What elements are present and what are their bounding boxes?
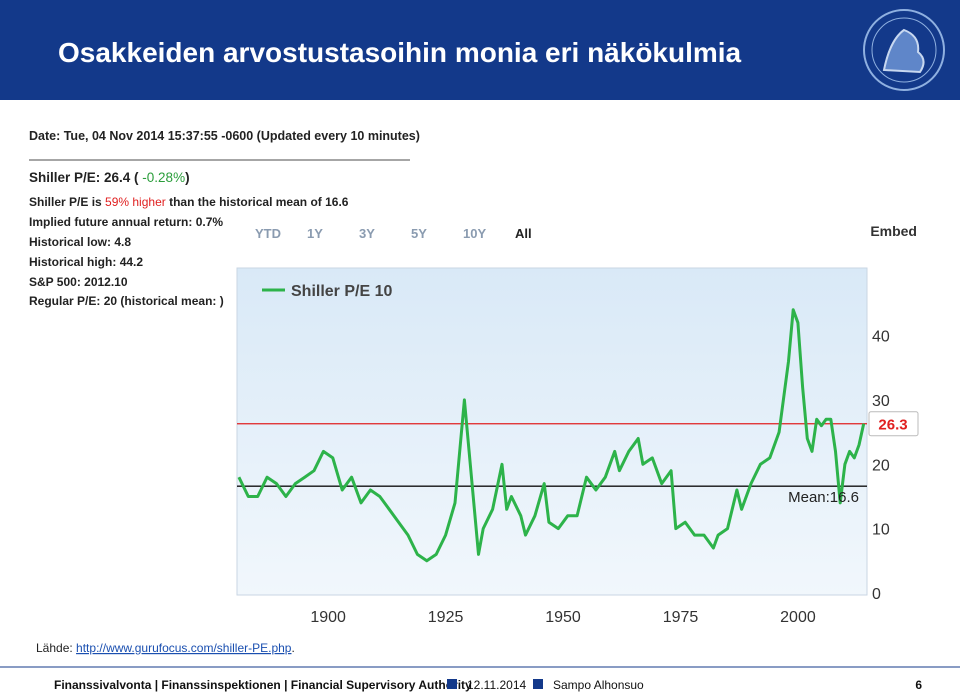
range-button[interactable]: All — [515, 226, 532, 241]
page-number: 6 — [915, 678, 922, 692]
info-segment: (historical mean: ) — [117, 294, 224, 308]
info-line: Historical high: 44.2 — [29, 255, 143, 269]
range-button[interactable]: 10Y — [463, 226, 486, 241]
source-label: Lähde: — [36, 641, 76, 655]
info-line: Shiller P/E: 26.4 ( -0.28%) — [29, 170, 190, 185]
mean-label: Mean:16.6 — [788, 489, 859, 506]
range-button[interactable]: 5Y — [411, 226, 427, 241]
footer-author: Sampo Alhonsuo — [553, 678, 644, 692]
info-segment: Regular P/E: — [29, 294, 104, 308]
info-segment: Shiller P/E: 26.4 ( — [29, 170, 142, 185]
info-segment: -0.28% — [142, 170, 185, 185]
info-segment: 4.8 — [114, 235, 131, 249]
info-segment: 44.2 — [120, 255, 144, 269]
plot-area — [236, 267, 868, 596]
footer-square — [447, 679, 457, 689]
range-button[interactable]: 1Y — [307, 226, 323, 241]
x-tick-label: 2000 — [780, 609, 816, 626]
y-tick-label: 0 — [872, 586, 881, 603]
current-value-label: 26.3 — [878, 417, 907, 434]
info-segment: than the historical mean of — [166, 195, 325, 209]
range-button[interactable]: 3Y — [359, 226, 375, 241]
x-tick-label: 1900 — [310, 609, 346, 626]
y-tick-label: 20 — [872, 457, 890, 474]
info-segment: 2012.10 — [84, 275, 128, 289]
range-selector: YTD 1Y 3Y 5Y 10Y All Embed — [255, 223, 917, 241]
info-segment: Implied future annual return: — [29, 215, 196, 229]
chart: 0 10 20 30 40 1900 1925 1950 1975 2000 26.3 Mean:16… — [237, 283, 919, 626]
source-end: . — [291, 641, 294, 655]
y-tick-label: 10 — [872, 522, 890, 539]
y-tick-label: 40 — [872, 329, 890, 346]
x-tick-label: 1950 — [545, 609, 581, 626]
info-segment: 0.7% — [196, 215, 224, 229]
x-tick-label: 1925 — [428, 609, 464, 626]
info-line: Regular P/E: 20 (historical mean: ) — [29, 294, 224, 308]
info-segment: ) — [185, 170, 190, 185]
x-tick-label: 1975 — [663, 609, 699, 626]
info-segment: Historical low: — [29, 235, 114, 249]
slide-title: Osakkeiden arvostustasoihin monia eri nä… — [58, 37, 742, 68]
y-tick-label: 30 — [872, 393, 890, 410]
info-segment: Historical high: — [29, 255, 120, 269]
info-segment: 20 — [104, 294, 118, 308]
info-panel: Shiller P/E: 26.4 ( -0.28%) Shiller P/E i… — [29, 170, 349, 308]
footer-date: 12.11.2014 — [467, 678, 526, 692]
range-button[interactable]: YTD — [255, 226, 281, 241]
info-segment: 16.6 — [325, 195, 349, 209]
info-segment: Shiller P/E is — [29, 195, 105, 209]
embed-button[interactable]: Embed — [870, 223, 917, 239]
info-line: Implied future annual return: 0.7% — [29, 215, 223, 229]
footer-square — [533, 679, 543, 689]
current-value-box — [868, 411, 919, 437]
info-segment: 59% higher — [105, 195, 166, 209]
legend-label: Shiller P/E 10 — [291, 283, 392, 300]
header-bar — [0, 0, 960, 100]
source-link[interactable]: http://www.gurufocus.com/shiller-PE.php — [76, 641, 292, 655]
logo — [863, 9, 945, 91]
info-line: Shiller P/E is 59% higher than the histo… — [29, 195, 349, 209]
source: Lähde: http://www.gurufocus.com/shiller-… — [36, 641, 295, 655]
info-line: Historical low: 4.8 — [29, 235, 131, 249]
info-line: S&P 500: 2012.10 — [29, 275, 128, 289]
footer-org: Finanssivalvonta | Finanssinspektionen |… — [54, 678, 472, 692]
data-line — [237, 308, 866, 563]
info-segment: S&P 500: — [29, 275, 84, 289]
info-date: Date: Tue, 04 Nov 2014 15:37:55 -0600 (U… — [29, 129, 420, 143]
